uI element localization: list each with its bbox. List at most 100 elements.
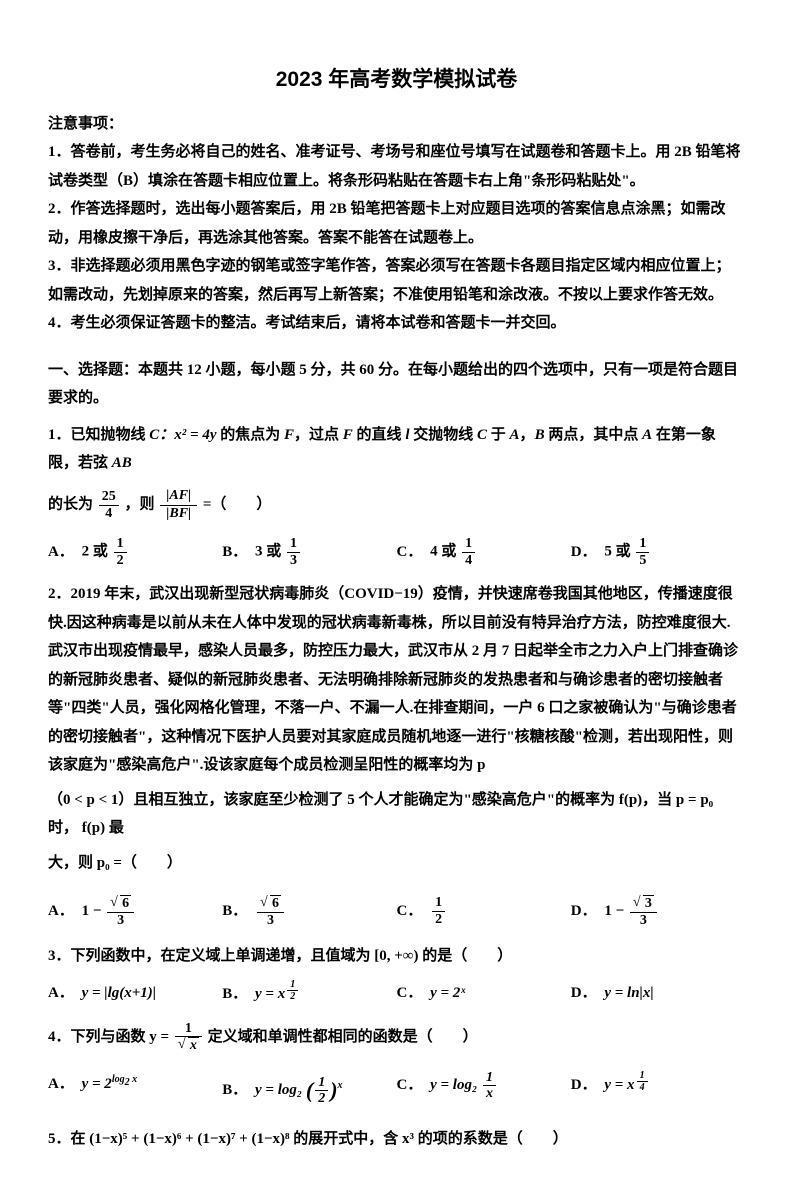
- n: 1: [462, 536, 475, 552]
- pre: y = x: [255, 986, 285, 1002]
- question-2-line-max: 大，则 p₀ =（ ）: [48, 849, 745, 878]
- question-1-line2: 的长为 25 4 ，则 |AF| |BF| =（ ）: [48, 488, 745, 523]
- q3-opt-c: C． y = 2ˣ: [397, 979, 571, 1009]
- label-b: B．: [222, 544, 247, 560]
- q4-opt-d: D． y = x14: [571, 1070, 745, 1112]
- instruction-3: 3．非选择题必须用黑色字迹的钢笔或签字笔作答，答案必须写在答题卡各题目指定区域内…: [48, 252, 745, 309]
- q1-opt-b: B． 3 或 13: [222, 536, 396, 568]
- q1-mid6: 两点，其中点: [545, 427, 643, 443]
- q3-opt-a: A． y = |lg(x+1)|: [48, 979, 222, 1009]
- q1-mid3: 的直线: [353, 427, 406, 443]
- q1-text: 1．已知抛物线 C：x² = 4y 的焦点为 F，过点 F 的直线 l 交抛物线…: [48, 427, 716, 472]
- d: 3: [257, 913, 284, 928]
- question-2: 2．2019 年末，武汉出现新型冠状病毒肺炎（COVID−19）疫情，并快速席卷…: [48, 580, 745, 780]
- expr: y = |lg(x+1)|: [82, 985, 157, 1001]
- label-a: A．: [48, 985, 74, 1001]
- q1-opt-c-text: 4 或: [430, 544, 460, 560]
- label-a: A．: [48, 903, 74, 919]
- q1-mid2: ，过点: [294, 427, 343, 443]
- q1-B: B: [535, 427, 545, 443]
- q2-opt-a: A． 1 − 63: [48, 895, 222, 928]
- d: 3: [287, 553, 300, 568]
- ratio-den: |BF|: [163, 506, 194, 523]
- pre: 4．下列与函数 y =: [48, 1029, 173, 1045]
- q1-opt-c: C． 4 或 14: [397, 536, 571, 568]
- expr: y = 2ˣ: [430, 985, 465, 1001]
- q1-F1: F: [284, 427, 294, 443]
- pre: y = log₂: [430, 1077, 481, 1093]
- q1-mid4: 交抛物线: [409, 427, 477, 443]
- label-d: D．: [571, 985, 597, 1001]
- frac-den: 4: [99, 506, 119, 521]
- q4-opt-a: A． y = 2log2 x: [48, 1070, 222, 1112]
- pre: 1 −: [82, 903, 106, 919]
- n: 1: [287, 979, 298, 991]
- d: x: [483, 1086, 496, 1101]
- expr: y = ln|x|: [604, 985, 653, 1001]
- question-4: 4．下列与函数 y = 1x 定义域和单调性都相同的函数是（ ）: [48, 1021, 745, 1054]
- label-a: A．: [48, 1076, 74, 1092]
- question-3: 3．下列函数中，在定义域上单调递增，且值域为 [0, +∞) 的是（ ）: [48, 942, 745, 971]
- label-c: C．: [397, 1077, 423, 1093]
- label-b: B．: [222, 1082, 247, 1098]
- q1-ratio: |AF| |BF|: [160, 488, 197, 523]
- q1-eq-c: C：x² = 4y: [149, 427, 216, 443]
- exp: x: [338, 1080, 343, 1091]
- q4-options: A． y = 2log2 x B． y = log₂ (12)x C． y = …: [48, 1070, 745, 1112]
- d: 2: [287, 991, 298, 1002]
- q3-opt-b: B． y = x12: [222, 979, 396, 1009]
- n: 1: [315, 1075, 328, 1091]
- q1-l2a: 的长为: [48, 497, 97, 513]
- ratio-num: |AF|: [163, 488, 194, 505]
- q1-l2c: =（ ）: [203, 497, 272, 513]
- n: 1: [432, 895, 445, 911]
- pre: 1 −: [604, 903, 628, 919]
- section-1-heading: 一、选择题：本题共 12 小题，每小题 5 分，共 60 分。在每小题给出的四个…: [48, 356, 745, 413]
- q1-l2b: ，则: [125, 497, 159, 513]
- d: 3: [107, 913, 134, 928]
- q1-frac-25-4: 25 4: [99, 489, 119, 521]
- q3-options: A． y = |lg(x+1)| B． y = x12 C． y = 2ˣ D．…: [48, 979, 745, 1009]
- n: 1: [287, 536, 300, 552]
- label-d: D．: [571, 1077, 597, 1093]
- q1-mid5: 于: [487, 427, 510, 443]
- d: 3: [630, 913, 657, 928]
- frac-num: 25: [99, 489, 119, 505]
- post: 定义域和单调性都相同的函数是（ ）: [208, 1029, 478, 1045]
- n: 1: [175, 1021, 202, 1037]
- n: 1: [483, 1070, 496, 1086]
- q1-comma: ，: [520, 427, 535, 443]
- n: 1: [636, 536, 649, 552]
- d: 4: [462, 553, 475, 568]
- label-b: B．: [222, 903, 247, 919]
- n: 1: [114, 536, 127, 552]
- q2-opt-d: D． 1 − 33: [571, 895, 745, 928]
- q4-opt-b: B． y = log₂ (12)x: [222, 1070, 396, 1112]
- q3-opt-d: D． y = ln|x|: [571, 979, 745, 1009]
- n: 1: [637, 1070, 648, 1082]
- q1-opt-a-text: 2 或: [82, 544, 112, 560]
- q1-A2: A: [642, 427, 652, 443]
- q1-opt-a: A． 2 或 12: [48, 536, 222, 568]
- question-1: 1．已知抛物线 C：x² = 4y 的焦点为 F，过点 F 的直线 l 交抛物线…: [48, 421, 745, 478]
- q1-F2: F: [343, 427, 353, 443]
- label-c: C．: [397, 903, 423, 919]
- label-a: A．: [48, 544, 74, 560]
- label-b: B．: [222, 986, 247, 1002]
- question-5: 5．在 (1−x)⁵ + (1−x)⁶ + (1−x)⁷ + (1−x)⁸ 的展…: [48, 1125, 745, 1154]
- q2-opt-c: C． 12: [397, 895, 571, 928]
- d: 4: [637, 1082, 648, 1093]
- d: 2: [432, 912, 445, 927]
- page-title: 2023 年高考数学模拟试卷: [48, 60, 745, 100]
- q1-opt-d: D． 5 或 15: [571, 536, 745, 568]
- q1-AB: AB: [112, 455, 132, 471]
- label-c: C．: [397, 544, 423, 560]
- pre: y = log₂: [255, 1082, 302, 1098]
- instruction-2: 2．作答选择题时，选出每小题答案后，用 2B 铅笔把答题卡上对应题目选项的答案信…: [48, 195, 745, 252]
- q2-options: A． 1 − 63 B． 63 C． 12 D． 1 − 33: [48, 895, 745, 928]
- q1-opt-d-text: 5 或: [604, 544, 634, 560]
- q2-opt-b: B． 63: [222, 895, 396, 928]
- instruction-4: 4．考生必须保证答题卡的整洁。考试结束后，请将本试卷和答题卡一并交回。: [48, 309, 745, 338]
- question-2-line-p: （0 < p < 1）且相互独立，该家庭至少检测了 5 个人才能确定为"感染高危…: [48, 786, 745, 843]
- pre: y = x: [604, 1077, 634, 1093]
